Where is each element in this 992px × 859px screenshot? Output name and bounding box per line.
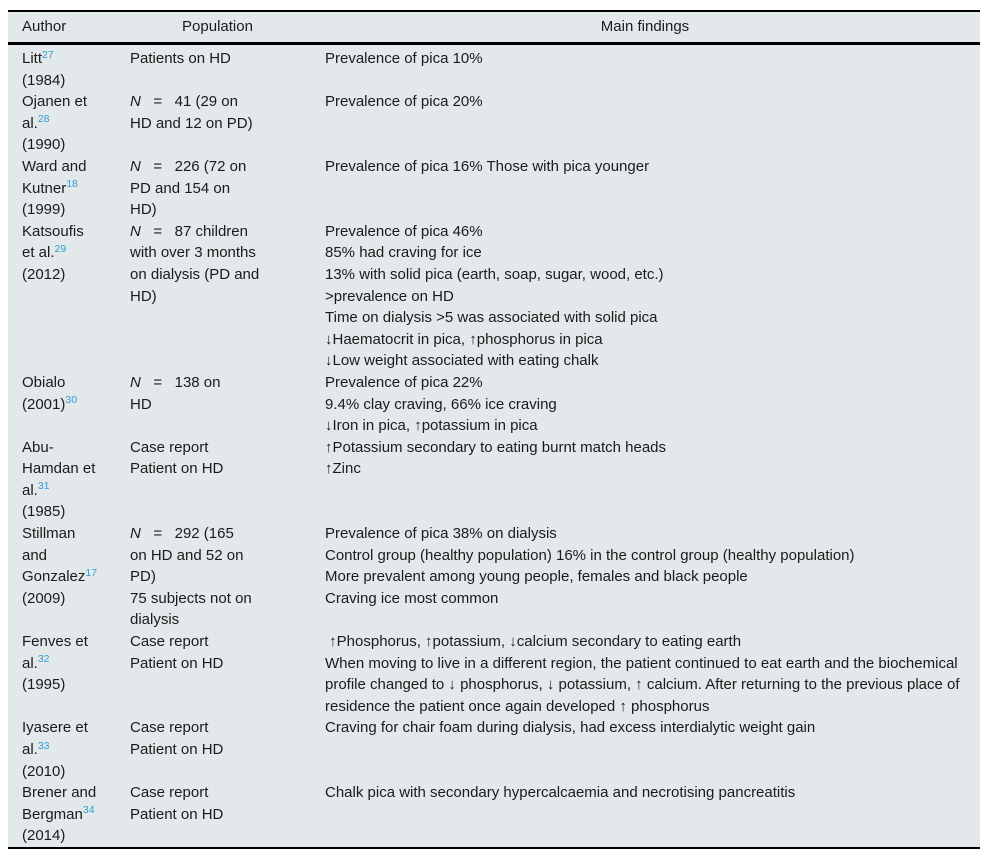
citation-reference-link[interactable]: 33: [37, 739, 50, 752]
citation-reference-link[interactable]: 31: [37, 480, 50, 493]
sample-size-n: N: [130, 93, 141, 111]
author-text: (1995): [22, 676, 66, 694]
findings-cell: Prevalence of pica 38% on dialysis Contr…: [325, 525, 855, 607]
population-cell: N = 87 children with over 3 months on di…: [130, 221, 325, 372]
table-row: Abu- Hamdan et al.31 (1985) Case report …: [8, 437, 980, 523]
population-cell: Case report Patient on HD: [130, 437, 325, 523]
population-text: Patients on HD: [130, 50, 231, 67]
population-text: Case report Patient on HD: [130, 438, 224, 478]
citation-reference-link[interactable]: 34: [82, 804, 95, 817]
citation-reference-link[interactable]: 28: [37, 113, 50, 126]
table-row: Obialo (2001)30 N = 138 on HD Prevalence…: [8, 372, 980, 437]
author-text: Ward and Kutner: [22, 157, 87, 197]
table-row: Ward and Kutner18 (1999) N = 226 (72 on …: [8, 156, 980, 221]
author-cell: Obialo (2001)30: [8, 372, 130, 437]
author-cell: Fenves et al.32 (1995): [8, 631, 130, 717]
population-cell: Case report Patient on HD: [130, 717, 325, 782]
population-text: Case report Patient on HD: [130, 784, 224, 823]
column-header-main-findings: Main findings: [325, 11, 980, 45]
author-text: (2014): [22, 827, 66, 845]
citation-reference-link[interactable]: 17: [85, 566, 98, 579]
table-row: Fenves et al.32 (1995) Case report Patie…: [8, 631, 980, 717]
author-text: Brener and Bergman: [22, 784, 97, 823]
author-cell: Ojanen et al.28 (1990): [8, 91, 130, 156]
column-header-author: Author: [8, 11, 130, 45]
population-cell: N = 41 (29 on HD and 12 on PD): [130, 91, 325, 156]
citation-reference-link[interactable]: 18: [66, 178, 78, 191]
author-cell: Brener and Bergman34 (2014): [8, 782, 130, 848]
findings-cell: Chalk pica with secondary hypercalcaemia…: [325, 784, 796, 802]
author-text: (1984): [22, 71, 66, 89]
header-row: Author Population Main findings: [8, 11, 980, 45]
citation-reference-link[interactable]: 32: [37, 653, 50, 666]
author-text: Abu- Hamdan et al.: [22, 438, 96, 499]
column-header-population: Population: [130, 11, 325, 45]
author-cell: Litt27 (1984): [8, 44, 130, 92]
table-row: Brener and Bergman34 (2014) Case report …: [8, 782, 980, 848]
author-cell: Stillman and Gonzalez17 (2009): [8, 523, 130, 631]
sample-size-n: N: [130, 157, 141, 175]
population-text: Case report Patient on HD: [130, 719, 224, 758]
author-cell: Ward and Kutner18 (1999): [8, 156, 130, 221]
citation-reference-link[interactable]: 30: [65, 394, 78, 406]
population-text: Case report Patient on HD: [130, 633, 224, 672]
sample-size-n: N: [130, 525, 141, 543]
findings-cell: Prevalence of pica 16% Those with pica y…: [325, 157, 650, 175]
author-text: (2012): [22, 265, 66, 283]
population-text: = 226 (72 on PD and 154 on HD): [130, 157, 247, 219]
sample-size-n: N: [130, 373, 141, 391]
population-cell: Patients on HD: [130, 44, 325, 92]
author-text: Stillman and Gonzalez: [22, 525, 86, 586]
table-row: Ojanen et al.28 (1990) N = 41 (29 on HD …: [8, 91, 980, 156]
table-row: Litt27 (1984) Patients on HD Prevalence …: [8, 44, 980, 92]
sample-size-n: N: [130, 222, 141, 240]
findings-cell: Prevalence of pica 20%: [325, 93, 483, 111]
table-row: Stillman and Gonzalez17 (2009) N = 292 (…: [8, 523, 980, 631]
population-text: = 87 children with over 3 months on dial…: [130, 222, 260, 305]
findings-cell: Craving for chair foam during dialysis, …: [325, 719, 816, 737]
findings-cell: ↑Phosphorus, ↑potassium, ↓calcium second…: [325, 633, 960, 715]
author-cell: Katsoufis et al.29 (2012): [8, 221, 130, 372]
population-cell: Case report Patient on HD: [130, 782, 325, 848]
author-text: (2009): [22, 589, 66, 607]
author-text: Fenves et al.: [22, 633, 88, 672]
findings-cell: ↑Potassium secondary to eating burnt mat…: [325, 438, 667, 478]
population-cell: Case report Patient on HD: [130, 631, 325, 717]
findings-cell: Prevalence of pica 10%: [325, 50, 483, 67]
author-cell: Iyasere et al.33 (2010): [8, 717, 130, 782]
author-text: Iyasere et al.: [22, 719, 88, 758]
table-row: Iyasere et al.33 (2010) Case report Pati…: [8, 717, 980, 782]
author-cell: Abu- Hamdan et al.31 (1985): [8, 437, 130, 523]
population-cell: N = 138 on HD: [130, 372, 325, 437]
findings-cell: Prevalence of pica 46% 85% had craving f…: [325, 222, 664, 370]
population-cell: N = 292 (165 on HD and 52 on PD) 75 subj…: [130, 523, 325, 631]
population-text: = 138 on HD: [130, 373, 221, 413]
table-row: Katsoufis et al.29 (2012) N = 87 childre…: [8, 221, 980, 372]
population-text: = 41 (29 on HD and 12 on PD): [130, 93, 253, 132]
author-text: (2010): [22, 762, 66, 780]
author-text: Obialo (2001): [22, 373, 66, 413]
author-text: (1999): [22, 201, 66, 219]
citation-reference-link[interactable]: 27: [42, 48, 54, 61]
pica-studies-table: Author Population Main findings Litt27 (…: [8, 10, 980, 849]
author-text: Litt: [22, 50, 43, 67]
author-text: Katsoufis et al.: [22, 222, 84, 262]
findings-cell: Prevalence of pica 22% 9.4% clay craving…: [325, 373, 557, 435]
author-text: (1990): [22, 136, 66, 154]
author-text: (1985): [22, 503, 66, 521]
author-text: Ojanen et al.: [22, 93, 88, 132]
citation-reference-link[interactable]: 29: [54, 242, 67, 255]
population-cell: N = 226 (72 on PD and 154 on HD): [130, 156, 325, 221]
population-text: = 292 (165 on HD and 52 on PD) 75 subjec…: [130, 525, 252, 629]
